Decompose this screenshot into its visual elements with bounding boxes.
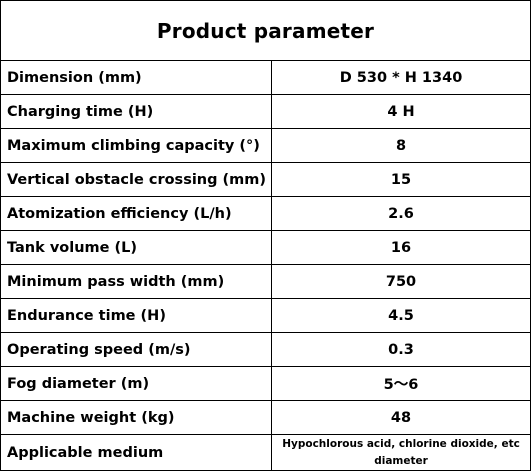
table-row-charging-time: Charging time (H) 4 H — [0, 94, 531, 129]
table-title: Product parameter — [0, 0, 531, 61]
row-value: 5～6 — [270, 366, 531, 401]
row-label: Tank volume (L) — [0, 230, 272, 265]
row-value: Hypochlorous acid, chlorine dioxide, etc… — [270, 434, 531, 471]
row-label: Applicable medium — [0, 434, 272, 471]
row-value: 16 — [270, 230, 531, 265]
row-value: 4.5 — [270, 298, 531, 333]
table-row-tank-volume: Tank volume (L) 16 — [0, 230, 531, 265]
row-label: Atomization efficiency (L/h) — [0, 196, 272, 231]
table-row-pass-width: Minimum pass width (mm) 750 — [0, 264, 531, 299]
row-label: Machine weight (kg) — [0, 400, 272, 435]
table-row-operating-speed: Operating speed (m/s) 0.3 — [0, 332, 531, 367]
table-title-row: Product parameter — [0, 0, 531, 61]
row-value: 15 — [270, 162, 531, 197]
row-value: D 530 * H 1340 — [270, 60, 531, 95]
table-row-atomization-efficiency: Atomization efficiency (L/h) 2.6 — [0, 196, 531, 231]
table-row-obstacle-crossing: Vertical obstacle crossing (mm) 15 — [0, 162, 531, 197]
table-row-endurance-time: Endurance time (H) 4.5 — [0, 298, 531, 333]
row-label: Vertical obstacle crossing (mm) — [0, 162, 272, 197]
row-label: Fog diameter (m) — [0, 366, 272, 401]
table-row-climbing-capacity: Maximum climbing capacity (°) 8 — [0, 128, 531, 163]
table-row-machine-weight: Machine weight (kg) 48 — [0, 400, 531, 435]
row-label: Operating speed (m/s) — [0, 332, 272, 367]
row-value: 48 — [270, 400, 531, 435]
row-label: Maximum climbing capacity (°) — [0, 128, 272, 163]
table-row-dimension: Dimension (mm) D 530 * H 1340 — [0, 60, 531, 95]
row-value: 750 — [270, 264, 531, 299]
row-label: Minimum pass width (mm) — [0, 264, 272, 299]
table-row-applicable-medium: Applicable medium Hypochlorous acid, chl… — [0, 434, 531, 471]
table-row-fog-diameter: Fog diameter (m) 5～6 — [0, 366, 531, 401]
row-label: Dimension (mm) — [0, 60, 272, 95]
row-value: 8 — [270, 128, 531, 163]
row-label: Endurance time (H) — [0, 298, 272, 333]
row-value: 4 H — [270, 94, 531, 129]
row-value: 2.6 — [270, 196, 531, 231]
row-label: Charging time (H) — [0, 94, 272, 129]
row-value: 0.3 — [270, 332, 531, 367]
